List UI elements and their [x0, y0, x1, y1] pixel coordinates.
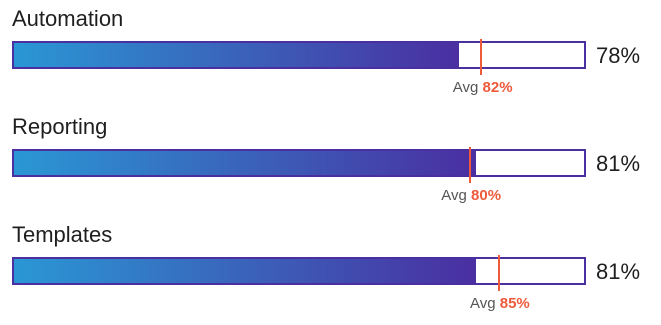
metric-row: Reporting 81% Avg 80%	[0, 108, 661, 216]
average-prefix: Avg	[452, 79, 479, 96]
average-value: 80%	[471, 187, 502, 204]
metric-label: Automation	[12, 6, 124, 31]
metric-label: Reporting	[12, 114, 108, 139]
average-marker	[480, 39, 483, 75]
score-value: 81%	[596, 151, 641, 176]
average-prefix: Avg	[470, 295, 496, 312]
metric-row: Automation 78% Avg 82%	[0, 0, 661, 108]
score-value: 81%	[596, 259, 641, 284]
score-bar	[14, 151, 476, 175]
average-label: Avg 80%	[441, 188, 501, 203]
score-value: 78%	[596, 43, 641, 68]
average-label: Avg 82%	[453, 80, 513, 95]
average-value: 82%	[482, 79, 513, 96]
score-bar	[14, 43, 459, 67]
bar-frame	[12, 39, 586, 75]
average-marker	[497, 255, 500, 291]
average-value: 85%	[499, 295, 530, 312]
average-prefix: Avg	[441, 187, 467, 204]
bar-frame	[12, 147, 586, 183]
average-label: Avg 85%	[470, 296, 530, 311]
average-marker	[469, 147, 471, 183]
metric-label: Templates	[12, 222, 113, 247]
score-bar	[14, 259, 476, 283]
bar-frame	[12, 255, 586, 291]
metric-row: Templates 81% Avg 85%	[0, 216, 661, 324]
